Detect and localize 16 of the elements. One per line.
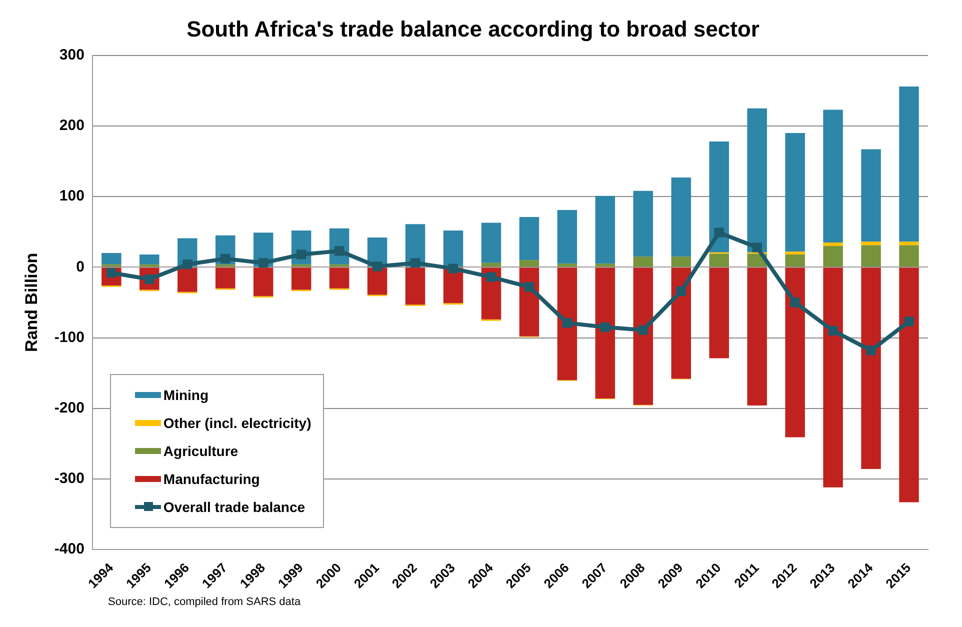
legend-label: Other (incl. electricity) <box>163 414 312 431</box>
y-tick-label: -100 <box>54 328 84 346</box>
y-tick-label: 0 <box>76 258 84 276</box>
legend-label: Mining <box>163 386 209 403</box>
source-note: Source: IDC, compiled from SARS data <box>108 596 302 608</box>
y-tick-label: 200 <box>59 117 84 134</box>
y-tick-label: -300 <box>54 470 84 488</box>
y-axis-title: Rand Billion <box>22 252 41 352</box>
chart-title: South Africa's trade balance according to broad sector <box>186 16 760 42</box>
y-tick-label: -200 <box>54 399 84 416</box>
y-tick-label: -400 <box>54 540 84 558</box>
legend-label: Agriculture <box>163 442 238 459</box>
legend-label: Overall trade balance <box>163 498 306 515</box>
y-tick-label: 100 <box>59 188 84 205</box>
legend-label: Manufacturing <box>163 470 260 487</box>
y-tick-label: 300 <box>59 46 84 64</box>
